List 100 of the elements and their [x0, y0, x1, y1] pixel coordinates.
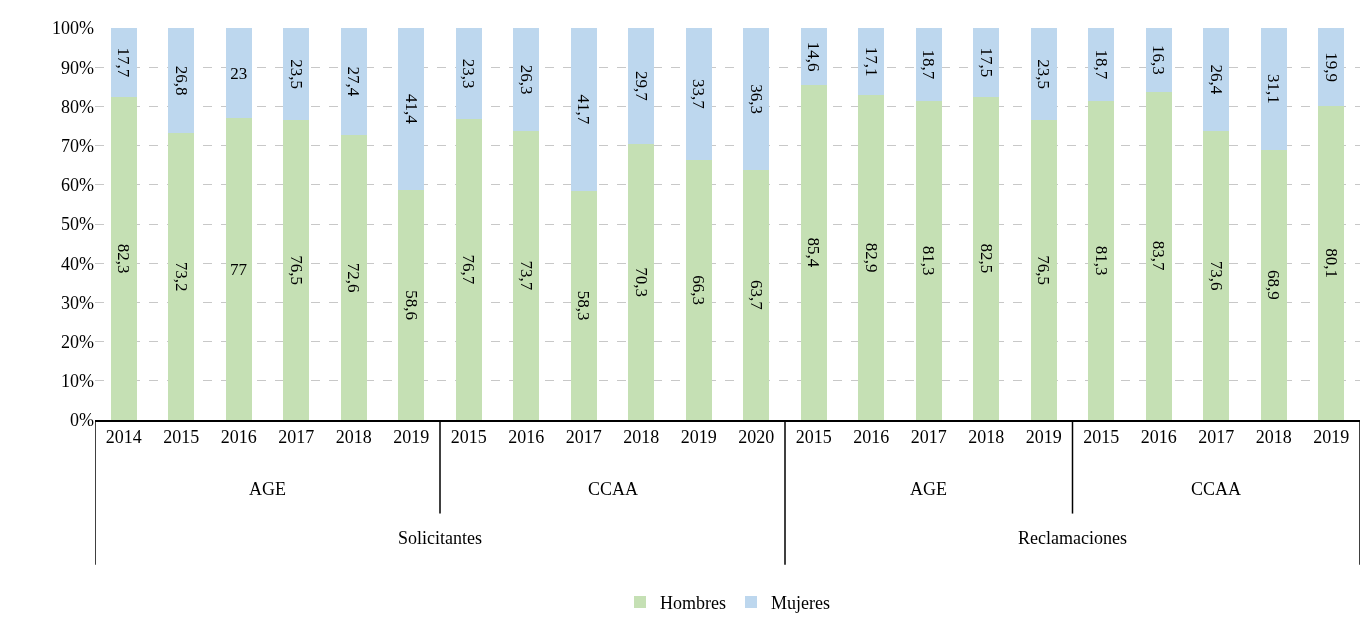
data-label: 41,4 [401, 94, 421, 125]
bar [858, 95, 885, 420]
x-tick-label: 2016 [853, 427, 890, 448]
x-tick-label: 2016 [220, 427, 257, 448]
y-tick-label: 90% [61, 57, 94, 78]
x-tick-label: 2017 [1198, 427, 1235, 448]
bar [628, 28, 655, 145]
data-label: 82,9 [861, 242, 881, 273]
text: AGE [249, 479, 286, 499]
x-tick-label: 2019 [1313, 427, 1350, 448]
bar [283, 120, 310, 420]
data-label: 76,7 [459, 254, 479, 285]
bar [110, 28, 137, 98]
bar [225, 28, 252, 119]
bar [1318, 106, 1345, 420]
y-tick-label: 0% [70, 410, 94, 431]
bar [168, 28, 195, 134]
data-label: 41,7 [574, 94, 594, 125]
data-label: 80,1 [1321, 248, 1341, 278]
text: Reclamaciones [1018, 528, 1127, 548]
bar [168, 133, 195, 420]
bar [340, 28, 367, 136]
data-label: 29,7 [631, 71, 651, 102]
y-tick-label: 40% [61, 253, 94, 274]
bar [628, 144, 655, 420]
x-tick-label: 2015 [1083, 427, 1120, 448]
data-label: 76,5 [286, 255, 306, 285]
data-label: 33,7 [689, 78, 709, 110]
bar [858, 28, 885, 96]
y-tick-label: 10% [61, 371, 94, 392]
x-tick-label: 2016 [1140, 427, 1177, 448]
bar [1030, 28, 1057, 121]
bar [340, 135, 367, 420]
legend-label: Hombres [660, 592, 726, 613]
bar [1203, 28, 1230, 132]
data-label: 31,1 [1264, 74, 1284, 104]
bar [225, 118, 252, 420]
data-label: 16,3 [1149, 45, 1169, 75]
text: Solicitantes [398, 528, 482, 548]
data-label: 81,3 [919, 245, 939, 276]
data-label: 82,3 [114, 243, 134, 274]
y-tick-label: 50% [61, 214, 94, 235]
y-tick-label: 80% [61, 96, 94, 117]
x-tick-label: 2015 [163, 427, 200, 448]
data-label: 81,3 [1091, 245, 1111, 276]
data-label: 23,5 [1034, 59, 1054, 89]
y-tick-label: 60% [61, 175, 94, 196]
x-tick-label: 2017 [565, 427, 602, 448]
x-tick-label: 2018 [623, 427, 660, 448]
data-label: 82,5 [976, 243, 996, 274]
y-tick-label: 70% [61, 135, 94, 156]
data-label: 76,5 [1034, 255, 1054, 285]
bar [973, 96, 1000, 420]
data-label: 27,4 [344, 66, 364, 97]
data-label: 17,7 [114, 47, 134, 78]
x-tick-label: 2015 [450, 427, 487, 448]
x-tick-label: 2019 [680, 427, 717, 448]
x-tick-label: 2018 [335, 427, 372, 448]
y-tick-label: 20% [61, 331, 94, 352]
y-tick-label: 100% [52, 18, 94, 39]
x-tick-label: 2019 [393, 427, 430, 448]
bar [398, 28, 425, 191]
x-tick-label: 2018 [968, 427, 1005, 448]
bar [685, 160, 712, 420]
data-label: 72,6 [344, 262, 364, 293]
bar [685, 28, 712, 161]
bar [513, 28, 540, 132]
data-label: 23,3 [459, 58, 479, 89]
text: CCAA [588, 479, 639, 499]
data-label: 18,7 [919, 49, 939, 80]
data-label: 17,5 [976, 47, 996, 78]
data-label: 23,5 [286, 59, 306, 89]
bar [743, 170, 770, 420]
bar [973, 28, 1000, 97]
data-label: 58,6 [401, 290, 421, 321]
bar [1260, 28, 1287, 150]
bar [915, 101, 942, 420]
bar [1260, 149, 1287, 420]
data-label: 85,4 [804, 237, 824, 268]
bar [743, 28, 770, 171]
bar [455, 28, 482, 120]
x-tick-label: 2015 [795, 427, 832, 448]
data-label: 73,7 [516, 260, 536, 291]
y-tick-label: 30% [61, 292, 94, 313]
bar [1203, 131, 1230, 420]
data-label: 26,8 [171, 65, 191, 96]
bar [1318, 28, 1345, 107]
x-tick-label: 2016 [508, 427, 545, 448]
data-label: 17,1 [861, 46, 881, 77]
x-tick-label: 2018 [1255, 427, 1292, 448]
x-tick-label: 2017 [278, 427, 315, 448]
bar [1145, 28, 1172, 92]
bar [513, 131, 540, 420]
bar [455, 119, 482, 420]
data-label: 26,4 [1206, 64, 1226, 95]
bar [915, 28, 942, 102]
data-label: 18,7 [1091, 49, 1111, 80]
data-label: 66,3 [689, 275, 709, 305]
data-label: 26,3 [516, 64, 536, 95]
x-tick-label: 2014 [105, 427, 142, 448]
